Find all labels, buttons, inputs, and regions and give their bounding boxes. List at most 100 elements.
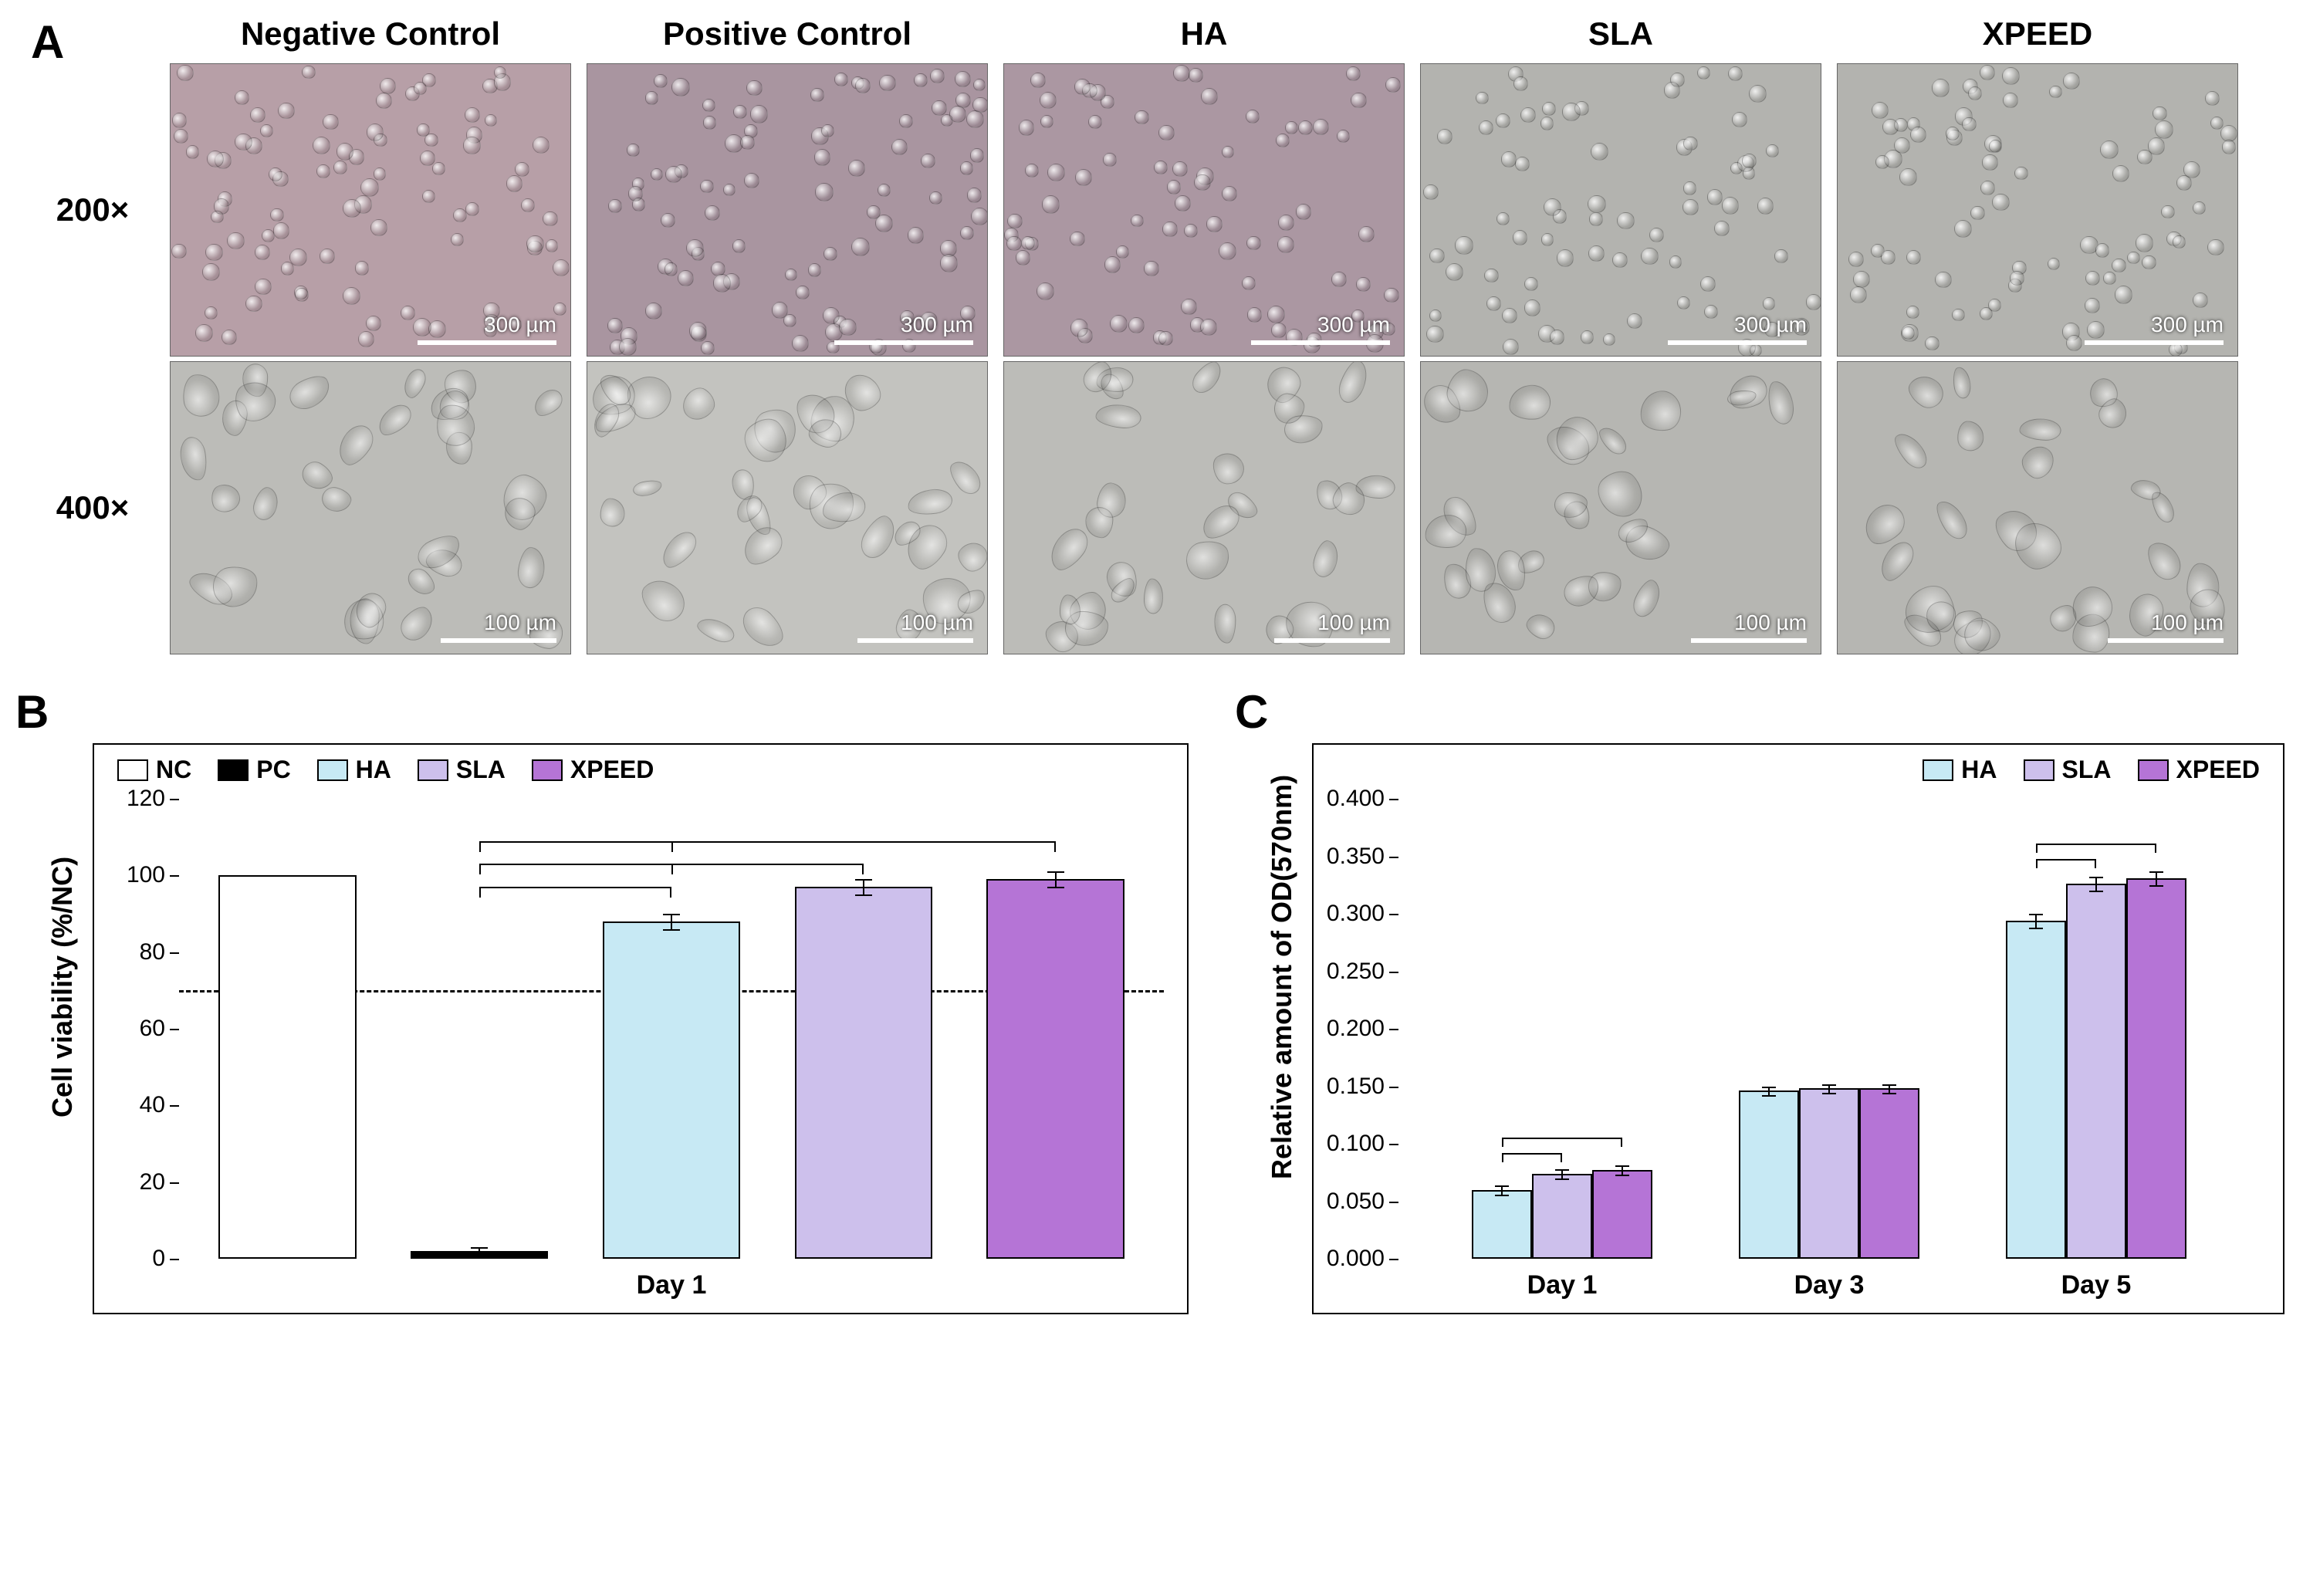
sig-bracket — [671, 841, 1056, 852]
panel-b-xlabel: Day 1 — [637, 1270, 707, 1300]
y-tick-label: 0.400 — [1327, 786, 1385, 812]
sig-bracket — [2036, 859, 2096, 868]
legend-label: SLA — [2062, 756, 2112, 784]
micrograph-row: 200×300 µm300 µm300 µm300 µm300 µm — [15, 63, 2288, 357]
bottom-row: B Cell viability (%/NC) NCPCHASLAXPEED 0… — [15, 685, 2288, 1314]
y-tick-label: 0.050 — [1327, 1189, 1385, 1215]
panel-a: A Negative Control Positive Control HA S… — [15, 15, 2288, 654]
scalebar: 100 µm — [857, 610, 973, 643]
x-group-label: Day 3 — [1794, 1270, 1865, 1300]
y-tick-label: 0.350 — [1327, 844, 1385, 870]
bar — [2066, 884, 2126, 1259]
bar — [986, 879, 1124, 1259]
y-tick-label: 0.300 — [1327, 901, 1385, 927]
x-group-label: Day 1 — [1527, 1270, 1598, 1300]
y-tick-label: 0.100 — [1327, 1131, 1385, 1157]
y-tick-label: 40 — [140, 1092, 165, 1118]
legend-swatch — [532, 759, 563, 781]
bar — [1532, 1174, 1592, 1259]
panel-c-legend: HA SLA XPEED — [1923, 756, 2260, 784]
y-tick-label: 0.150 — [1327, 1074, 1385, 1100]
scalebar: 100 µm — [1691, 610, 1807, 643]
legend-item: HA — [317, 756, 391, 784]
y-tick-label: 0.000 — [1327, 1246, 1385, 1272]
legend-swatch — [117, 759, 148, 781]
y-tick-label: 60 — [140, 1016, 165, 1042]
scalebar: 300 µm — [2085, 313, 2224, 345]
scalebar-text: 300 µm — [1734, 313, 1807, 337]
legend-item: PC — [218, 756, 290, 784]
legend-label: HA — [356, 756, 391, 784]
sig-bracket — [2036, 844, 2156, 853]
y-tick-label: 0 — [152, 1246, 165, 1272]
col-header: Positive Control — [587, 15, 988, 59]
panel-c: C Relative amount of OD(570nm) HA SLA XPEE… — [1235, 685, 2284, 1314]
legend-swatch — [418, 759, 448, 781]
scalebar: 100 µm — [2108, 610, 2224, 643]
legend-label: SLA — [456, 756, 506, 784]
figure: A Negative Control Positive Control HA S… — [15, 15, 2288, 1314]
y-tick-label: 20 — [140, 1169, 165, 1195]
legend-item: NC — [117, 756, 191, 784]
panel-a-col-headers: Negative Control Positive Control HA SLA… — [170, 15, 2288, 59]
bar — [795, 887, 933, 1259]
scalebar: 300 µm — [418, 313, 556, 345]
micrograph: 100 µm — [1003, 361, 1405, 654]
micrograph: 100 µm — [170, 361, 571, 654]
y-tick-label: 80 — [140, 939, 165, 965]
legend-label: XPEED — [2176, 756, 2260, 784]
panel-c-ylabel: Relative amount of OD(570nm) — [1266, 775, 1298, 1179]
legend-swatch — [317, 759, 348, 781]
sig-bracket — [479, 887, 671, 898]
legend-label: HA — [1961, 756, 1997, 784]
sig-bracket — [1502, 1153, 1562, 1162]
panel-c-letter: C — [1235, 685, 2284, 739]
scalebar: 300 µm — [834, 313, 973, 345]
legend-swatch — [2024, 759, 2054, 781]
scalebar: 300 µm — [1251, 313, 1390, 345]
micrograph: 100 µm — [1420, 361, 1821, 654]
micrograph: 100 µm — [1837, 361, 2238, 654]
scalebar-text: 300 µm — [484, 313, 556, 337]
scalebar-text: 300 µm — [2151, 313, 2224, 337]
panel-c-chart: HASLAXPEED 0.0000.0500.1000.1500.2000.25… — [1312, 743, 2284, 1314]
scalebar: 100 µm — [1274, 610, 1390, 643]
micrograph: 300 µm — [587, 63, 988, 357]
bar — [2126, 878, 2186, 1259]
legend-swatch — [218, 759, 249, 781]
scalebar-text: 300 µm — [1317, 313, 1390, 337]
scalebar-text: 100 µm — [2151, 610, 2224, 635]
col-header: SLA — [1420, 15, 1821, 59]
sig-bracket — [671, 864, 864, 874]
scalebar-text: 100 µm — [1734, 610, 1807, 635]
col-header: HA — [1003, 15, 1405, 59]
y-tick-label: 0.200 — [1327, 1016, 1385, 1042]
bar — [218, 875, 357, 1259]
micrograph-set: 300 µm 300 µm 300 µm 300 µm 300 µm — [170, 63, 2238, 357]
panel-b-chart: NC PC HA SLA XPEED 020406080100120 Day 1 — [93, 743, 1189, 1314]
micrograph: 300 µm — [170, 63, 571, 357]
legend-item: SLA — [2024, 756, 2112, 784]
micrograph-set: 100 µm 100 µm 100 µm 100 µm 100 µm — [170, 361, 2238, 654]
panel-a-letter: A — [31, 15, 64, 69]
panel-c-plot: 0.0000.0500.1000.1500.2000.2500.3000.350… — [1398, 799, 2260, 1259]
panel-b-plot: 020406080100120 — [179, 799, 1164, 1259]
scalebar-text: 100 µm — [484, 610, 556, 635]
y-tick-label: 120 — [127, 786, 165, 812]
micrograph: 100 µm — [587, 361, 988, 654]
micrograph: 300 µm — [1420, 63, 1821, 357]
legend-item: HA — [1923, 756, 1997, 784]
legend-label: XPEED — [570, 756, 654, 784]
scalebar-text: 100 µm — [901, 610, 973, 635]
y-tick-label: 0.250 — [1327, 959, 1385, 985]
legend-swatch — [1923, 759, 1953, 781]
panel-b: B Cell viability (%/NC) NCPCHASLAXPEED 0… — [15, 685, 1189, 1314]
scalebar: 300 µm — [1668, 313, 1807, 345]
bar — [1592, 1170, 1652, 1259]
bar — [1799, 1088, 1859, 1259]
legend-label: NC — [156, 756, 191, 784]
bar — [603, 921, 741, 1259]
legend-item: XPEED — [2138, 756, 2260, 784]
legend-item: XPEED — [532, 756, 654, 784]
bar — [2006, 921, 2066, 1259]
